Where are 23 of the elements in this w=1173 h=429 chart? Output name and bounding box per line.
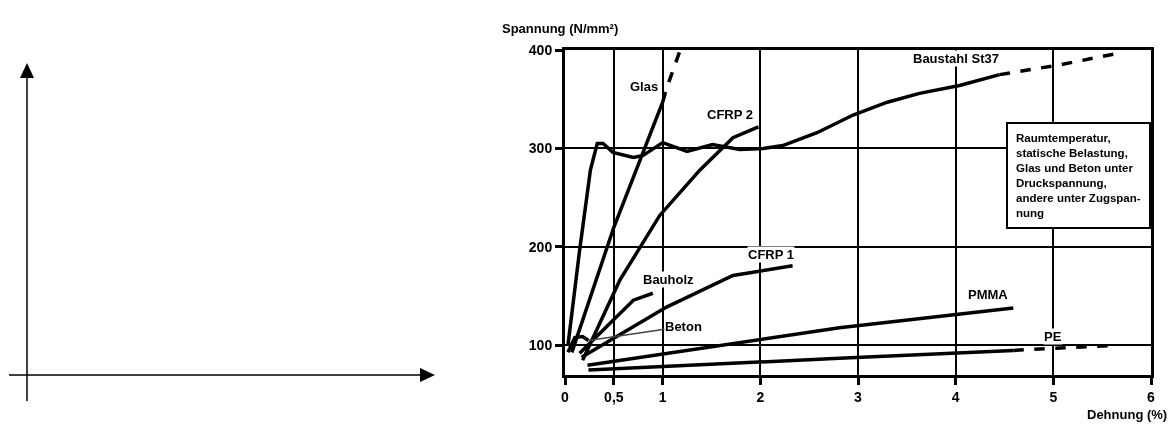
- x-tick-label: 2: [756, 388, 765, 405]
- y-tick-label: 300: [528, 140, 553, 157]
- y-tick-label: 400: [528, 41, 553, 58]
- text: Beton: [665, 319, 702, 334]
- x-tick-label: 5: [1049, 388, 1058, 405]
- series-label: Glas: [630, 79, 659, 94]
- series-label: Baustahl St37: [913, 51, 999, 66]
- x-tick-label: 0,5: [604, 388, 624, 405]
- x-tick-label: 6: [1147, 388, 1156, 405]
- series-label: Bauholz: [643, 272, 695, 287]
- x-axis-title: Dehnung (%): [1087, 407, 1168, 422]
- x-tick-label: 4: [951, 388, 960, 405]
- series-label: CFRP 1: [748, 247, 794, 262]
- y-tick-label: 200: [528, 238, 553, 255]
- annotation: Raumtemperatur, statische Belastung, Glas und Beton unter Druckspannung, andere unter Zugspan- nung: [1016, 132, 1141, 219]
- series-label: PMMA: [968, 287, 1009, 302]
- y-axis-title: Spannung (N/mm²): [502, 21, 619, 36]
- x-tick-label: 3: [854, 388, 863, 405]
- y-tick-label: 100: [528, 337, 553, 354]
- text: PE: [1044, 329, 1062, 344]
- x-tick-label: 1: [658, 388, 667, 405]
- series-label: CFRP 2: [707, 107, 753, 122]
- x-tick-label: 0: [561, 388, 570, 405]
